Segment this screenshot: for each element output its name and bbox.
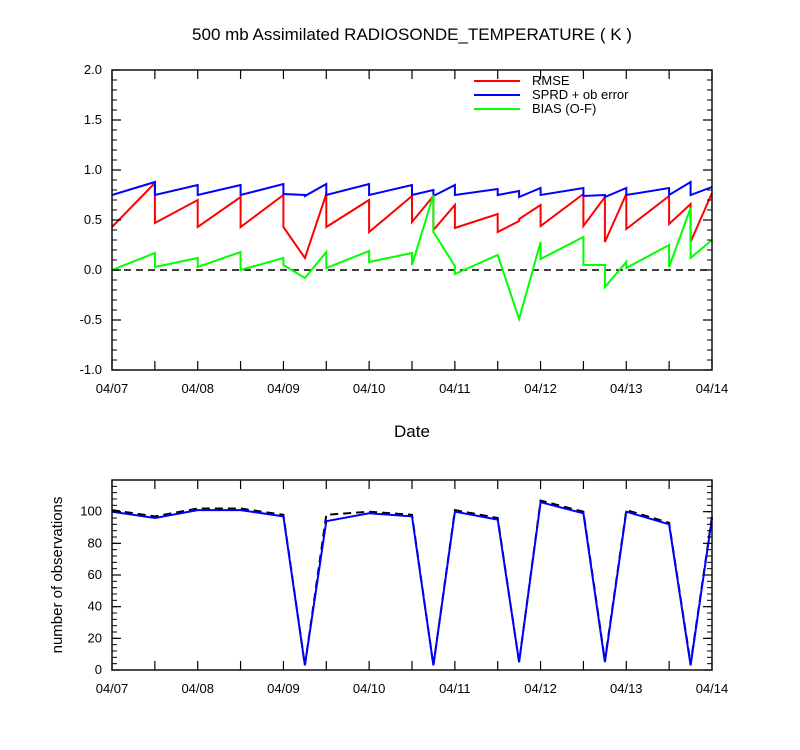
legend-label: BIAS (O-F) (532, 101, 596, 116)
x-axis-label: Date (394, 422, 430, 441)
x-tick-label: 04/11 (439, 381, 471, 396)
x-tick-label: 04/08 (181, 381, 214, 396)
bottom-chart: 04/07 04/08 04/09 04/10 04/11 04/12 04/13 04/14… (49, 479, 729, 696)
series-sprd-ob-error (111, 180, 713, 199)
y-tick-label: 100 (80, 504, 102, 519)
x-tick-label: 04/14 (696, 381, 729, 396)
x-tick-label: 04/13 (610, 681, 643, 696)
series-line-dashed (111, 499, 713, 666)
bottom-series (111, 499, 713, 666)
x-tick-label: 04/14 (696, 681, 729, 696)
y-tick-label: 0 (95, 662, 102, 677)
y-tick-label: -1.0 (80, 362, 102, 377)
x-tick-label: 04/08 (181, 681, 214, 696)
x-tick-label: 04/07 (96, 681, 129, 696)
y-tick-label: 0.5 (84, 212, 102, 227)
y-tick-label: 40 (88, 599, 102, 614)
y-tick-label: 20 (88, 630, 102, 645)
x-tick-label: 04/12 (524, 381, 557, 396)
x-tick-label: 04/10 (353, 681, 386, 696)
x-tick-label: 04/11 (439, 681, 471, 696)
bottom-tick-marks: 04/07 04/08 04/09 04/10 04/11 04/12 04/13 04/14… (80, 479, 729, 696)
y-tick-label: 2.0 (84, 62, 102, 77)
x-tick-label: 04/12 (524, 681, 557, 696)
chart-title: 500 mb Assimilated RADIOSONDE_TEMPERATUR… (192, 25, 632, 44)
y-axis-label-observations: number of observations (49, 497, 66, 654)
legend-label: SPRD + ob error (532, 87, 629, 102)
y-tick-label: 80 (88, 535, 102, 550)
x-tick-label: 04/13 (610, 381, 643, 396)
x-tick-label: 04/09 (267, 381, 300, 396)
y-tick-label: 1.0 (84, 162, 102, 177)
top-tick-marks: 04/07 04/08 04/09 04/10 04/11 04/12 04/13 04/14… (80, 62, 729, 396)
series-bias-o-f (111, 194, 713, 323)
x-tick-label: 04/09 (267, 681, 300, 696)
y-tick-label: 0.0 (84, 262, 102, 277)
top-series (111, 180, 713, 323)
series-line-solid (111, 500, 713, 666)
y-tick-label: -0.5 (80, 312, 102, 327)
x-tick-label: 04/07 (96, 381, 129, 396)
y-tick-label: 60 (88, 567, 102, 582)
top-chart: 500 mb Assimilated RADIOSONDE_TEMPERATUR… (80, 25, 729, 441)
legend-label: RMSE (532, 73, 570, 88)
y-tick-label: 1.5 (84, 112, 102, 127)
x-tick-label: 04/10 (353, 381, 386, 396)
